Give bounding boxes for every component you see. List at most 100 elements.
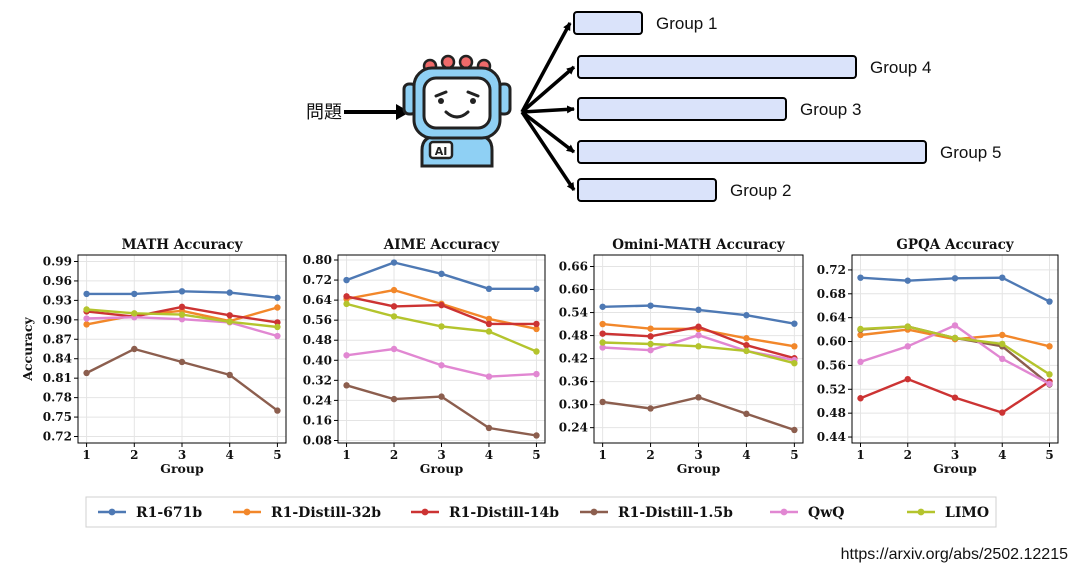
x-tick-label: 4	[485, 448, 493, 462]
data-point	[178, 311, 186, 318]
data-point	[743, 335, 750, 342]
data-point	[226, 318, 233, 325]
fan-arrow	[520, 110, 576, 154]
x-tick-label: 2	[130, 448, 138, 462]
data-point	[999, 274, 1006, 281]
y-tick-label: 0.56	[303, 313, 332, 327]
legend-marker	[243, 508, 251, 516]
data-point	[438, 301, 445, 309]
data-point	[274, 407, 281, 414]
data-point	[83, 290, 90, 298]
x-tick-label: 4	[226, 448, 234, 462]
y-tick-label: 0.64	[303, 293, 332, 307]
y-tick-label: 0.40	[303, 353, 332, 367]
y-tick-label: 0.32	[303, 373, 332, 387]
x-tick-label: 2	[646, 448, 654, 462]
data-point	[83, 321, 90, 328]
y-tick-label: 0.72	[43, 430, 72, 444]
legend-label: R1-Distill-14b	[449, 505, 559, 521]
data-point	[599, 320, 606, 328]
data-point	[791, 426, 798, 434]
y-tick-label: 0.24	[559, 421, 588, 435]
data-point	[343, 382, 350, 389]
group-label: Group 1	[656, 14, 717, 33]
data-point	[131, 290, 138, 298]
legend-label: R1-Distill-1.5b	[618, 505, 733, 521]
data-point	[390, 303, 398, 310]
y-tick-label: 0.08	[303, 433, 332, 447]
group-label: Group 3	[800, 100, 861, 119]
data-point	[438, 393, 445, 400]
group-label: Group 4	[870, 58, 931, 77]
data-point	[533, 348, 540, 355]
data-point	[599, 303, 606, 310]
data-point	[533, 320, 540, 328]
y-tick-label: 0.52	[817, 382, 846, 396]
x-axis-label: Group	[933, 461, 977, 476]
data-point	[343, 276, 350, 284]
data-point	[274, 332, 281, 340]
y-tick-label: 0.68	[817, 287, 846, 301]
data-point	[647, 405, 654, 412]
data-point	[390, 259, 398, 266]
legend-marker	[780, 508, 788, 516]
data-point	[178, 303, 186, 311]
data-point	[599, 339, 606, 346]
data-point	[599, 344, 606, 351]
data-point	[438, 270, 445, 277]
question-arrowhead	[396, 104, 410, 120]
data-point	[951, 322, 959, 329]
data-point	[1046, 380, 1053, 388]
data-point	[485, 285, 493, 293]
data-point	[999, 355, 1006, 363]
data-point	[647, 346, 654, 354]
chart-title: MATH Accuracy	[122, 237, 244, 253]
data-point	[999, 340, 1006, 348]
robot-badge-text: AI	[435, 145, 448, 158]
group-bar	[577, 55, 857, 79]
data-point	[390, 345, 398, 353]
chart-panel: 0.72 0.75 0.78 0.81 0.84 0.87 0.90 0.93 0.96 0.99…	[20, 237, 287, 476]
data-point	[857, 395, 864, 402]
y-tick-label: 0.87	[43, 332, 72, 346]
group-bars: Group 1 Group 4 Group 3 Group 5 Group 2	[520, 11, 1001, 202]
x-tick-label: 1	[856, 448, 864, 462]
data-point	[857, 358, 864, 366]
group-label: Group 2	[730, 181, 791, 200]
y-tick-label: 0.64	[817, 311, 846, 325]
chart-panel: 0.08 0.16 0.24 0.32 0.40 0.48 0.56 0.64 0.72 0.80…	[303, 237, 546, 476]
data-point	[390, 313, 398, 320]
data-point	[951, 334, 959, 342]
data-point	[226, 289, 233, 296]
data-point	[1046, 343, 1053, 350]
data-point	[857, 325, 864, 333]
x-tick-label: 3	[437, 448, 445, 462]
x-axis-label: Group	[160, 461, 204, 476]
data-point	[951, 394, 959, 401]
y-tick-label: 0.42	[559, 352, 588, 366]
y-tick-label: 0.96	[43, 274, 72, 288]
y-tick-label: 0.24	[303, 393, 332, 407]
y-axis-label: Accuracy	[20, 316, 35, 381]
data-point	[999, 409, 1006, 416]
data-point	[647, 340, 654, 348]
x-tick-label: 5	[790, 448, 798, 462]
fan-arrow	[520, 111, 576, 191]
group-bar	[577, 178, 717, 202]
data-point	[791, 359, 798, 367]
x-tick-label: 3	[178, 448, 186, 462]
data-point	[390, 395, 398, 403]
data-point	[904, 343, 911, 350]
data-point	[390, 286, 398, 294]
data-point	[533, 325, 540, 333]
legend: R1-671b R1-Distill-32b R1-Distill-14b R1-Di…	[98, 505, 989, 521]
data-point	[178, 288, 186, 295]
data-point	[647, 333, 654, 340]
data-point	[743, 410, 750, 418]
question-label: 問題	[306, 102, 342, 123]
group-bar	[577, 97, 787, 121]
x-tick-label: 1	[82, 448, 90, 462]
y-tick-label: 0.66	[559, 260, 588, 274]
data-point	[857, 274, 864, 281]
